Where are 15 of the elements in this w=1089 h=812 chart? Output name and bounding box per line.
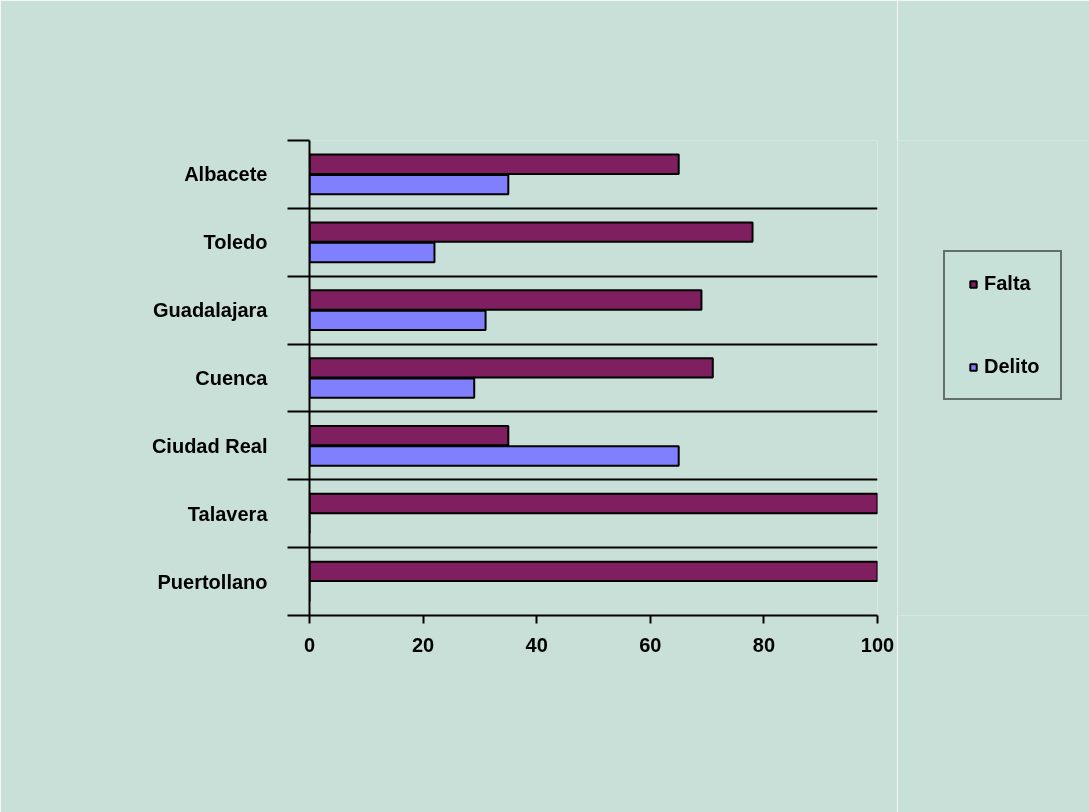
y-tick-label: Ciudad Real <box>151 434 268 457</box>
x-tick-label: 0 <box>303 633 316 656</box>
y-tick-label: Guadalajara <box>153 299 269 322</box>
x-tick-label: 40 <box>525 633 548 656</box>
y-tick-label: Toledo <box>203 231 268 254</box>
y-tick-label: Talavera <box>187 502 269 525</box>
x-tick-label: 100 <box>860 633 895 656</box>
x-tick-label: 20 <box>411 633 435 656</box>
x-tick-label: 60 <box>639 633 662 656</box>
y-tick-label: Puertollano <box>157 570 268 593</box>
legend-label: Delito <box>984 355 1040 378</box>
x-tick-label: 80 <box>752 633 776 656</box>
y-tick-label: Albacete <box>184 163 268 186</box>
legend-label: Falta <box>984 272 1031 295</box>
y-tick-label: Cuenca <box>195 367 269 389</box>
